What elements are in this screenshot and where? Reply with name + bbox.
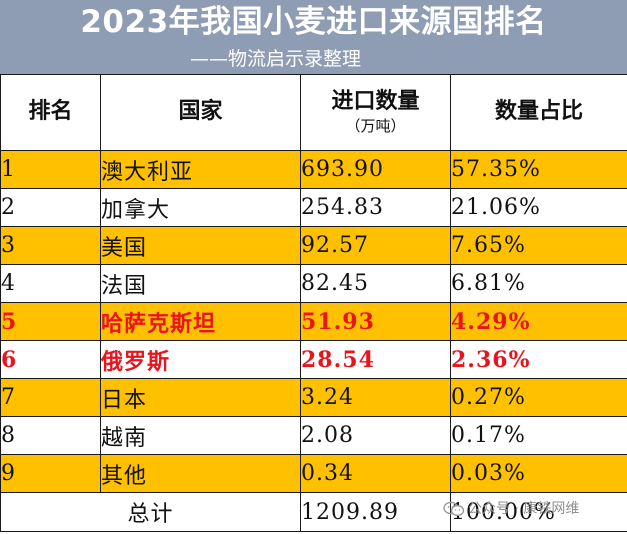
- share-cell: 6.81%: [450, 264, 627, 303]
- table-row: 7 日本 3.24 0.27%: [0, 378, 627, 417]
- quantity-cell: 693.90: [300, 150, 451, 189]
- country-cell: 美国: [100, 226, 301, 265]
- import-ranking-table: 排名 国家 进口数量 （万吨） 数量占比 1 澳大利亚 693.90 57.35…: [0, 74, 627, 532]
- title-banner: 2023年我国小麦进口来源国排名 ——物流启示录整理: [0, 0, 627, 74]
- share-cell: 0.27%: [450, 378, 627, 417]
- share-cell: 21.06%: [450, 188, 627, 227]
- table-row: 1 澳大利亚 693.90 57.35%: [0, 150, 627, 189]
- table-row: 5 哈萨克斯坦 51.93 4.29%: [0, 302, 627, 341]
- header-quantity: 进口数量 （万吨）: [300, 74, 451, 151]
- quantity-cell: 51.93: [300, 302, 451, 341]
- country-cell: 日本: [100, 378, 301, 417]
- quantity-cell: 92.57: [300, 226, 451, 265]
- total-row: 总计 1209.89 100.00%: [0, 492, 627, 532]
- header-share: 数量占比: [450, 74, 627, 151]
- watermark-text: 公众号 · 康铁网维: [468, 501, 580, 517]
- total-quantity: 1209.89: [300, 492, 451, 532]
- page-subtitle: ——物流启示录整理: [190, 48, 362, 70]
- rank-cell: 5: [0, 302, 101, 341]
- quantity-cell: 28.54: [300, 340, 451, 379]
- table-row: 4 法国 82.45 6.81%: [0, 264, 627, 303]
- table-header-row: 排名 国家 进口数量 （万吨） 数量占比: [0, 74, 627, 151]
- quantity-cell: 0.34: [300, 454, 451, 493]
- rank-cell: 7: [0, 378, 101, 417]
- header-country: 国家: [100, 74, 301, 151]
- share-cell: 4.29%: [450, 302, 627, 341]
- country-cell: 加拿大: [100, 188, 301, 227]
- quantity-cell: 3.24: [300, 378, 451, 417]
- total-share: 100.00%: [450, 492, 627, 532]
- wechat-icon: [443, 501, 465, 517]
- rank-cell: 8: [0, 416, 101, 455]
- header-quantity-unit: （万吨）: [345, 116, 406, 135]
- country-cell: 法国: [100, 264, 301, 303]
- rank-cell: 1: [0, 150, 101, 189]
- table-row: 8 越南 2.08 0.17%: [0, 416, 627, 455]
- rank-cell: 6: [0, 340, 101, 379]
- table-row: 2 加拿大 254.83 21.06%: [0, 188, 627, 227]
- quantity-cell: 254.83: [300, 188, 451, 227]
- rank-cell: 3: [0, 226, 101, 265]
- total-label: 总计: [0, 492, 301, 532]
- country-cell: 越南: [100, 416, 301, 455]
- rank-cell: 4: [0, 264, 101, 303]
- page-title: 2023年我国小麦进口来源国排名: [80, 4, 547, 40]
- country-cell: 哈萨克斯坦: [100, 302, 301, 341]
- table-row: 9 其他 0.34 0.03%: [0, 454, 627, 493]
- quantity-cell: 82.45: [300, 264, 451, 303]
- share-cell: 0.17%: [450, 416, 627, 455]
- country-cell: 俄罗斯: [100, 340, 301, 379]
- share-cell: 0.03%: [450, 454, 627, 493]
- share-cell: 2.36%: [450, 340, 627, 379]
- watermark: 公众号 · 康铁网维: [443, 499, 579, 519]
- rank-cell: 2: [0, 188, 101, 227]
- rank-cell: 9: [0, 454, 101, 493]
- quantity-cell: 2.08: [300, 416, 451, 455]
- table-row: 6 俄罗斯 28.54 2.36%: [0, 340, 627, 379]
- header-rank: 排名: [0, 74, 101, 151]
- country-cell: 其他: [100, 454, 301, 493]
- header-quantity-label: 进口数量: [331, 89, 420, 115]
- country-cell: 澳大利亚: [100, 150, 301, 189]
- share-cell: 7.65%: [450, 226, 627, 265]
- share-cell: 57.35%: [450, 150, 627, 189]
- table-row: 3 美国 92.57 7.65%: [0, 226, 627, 265]
